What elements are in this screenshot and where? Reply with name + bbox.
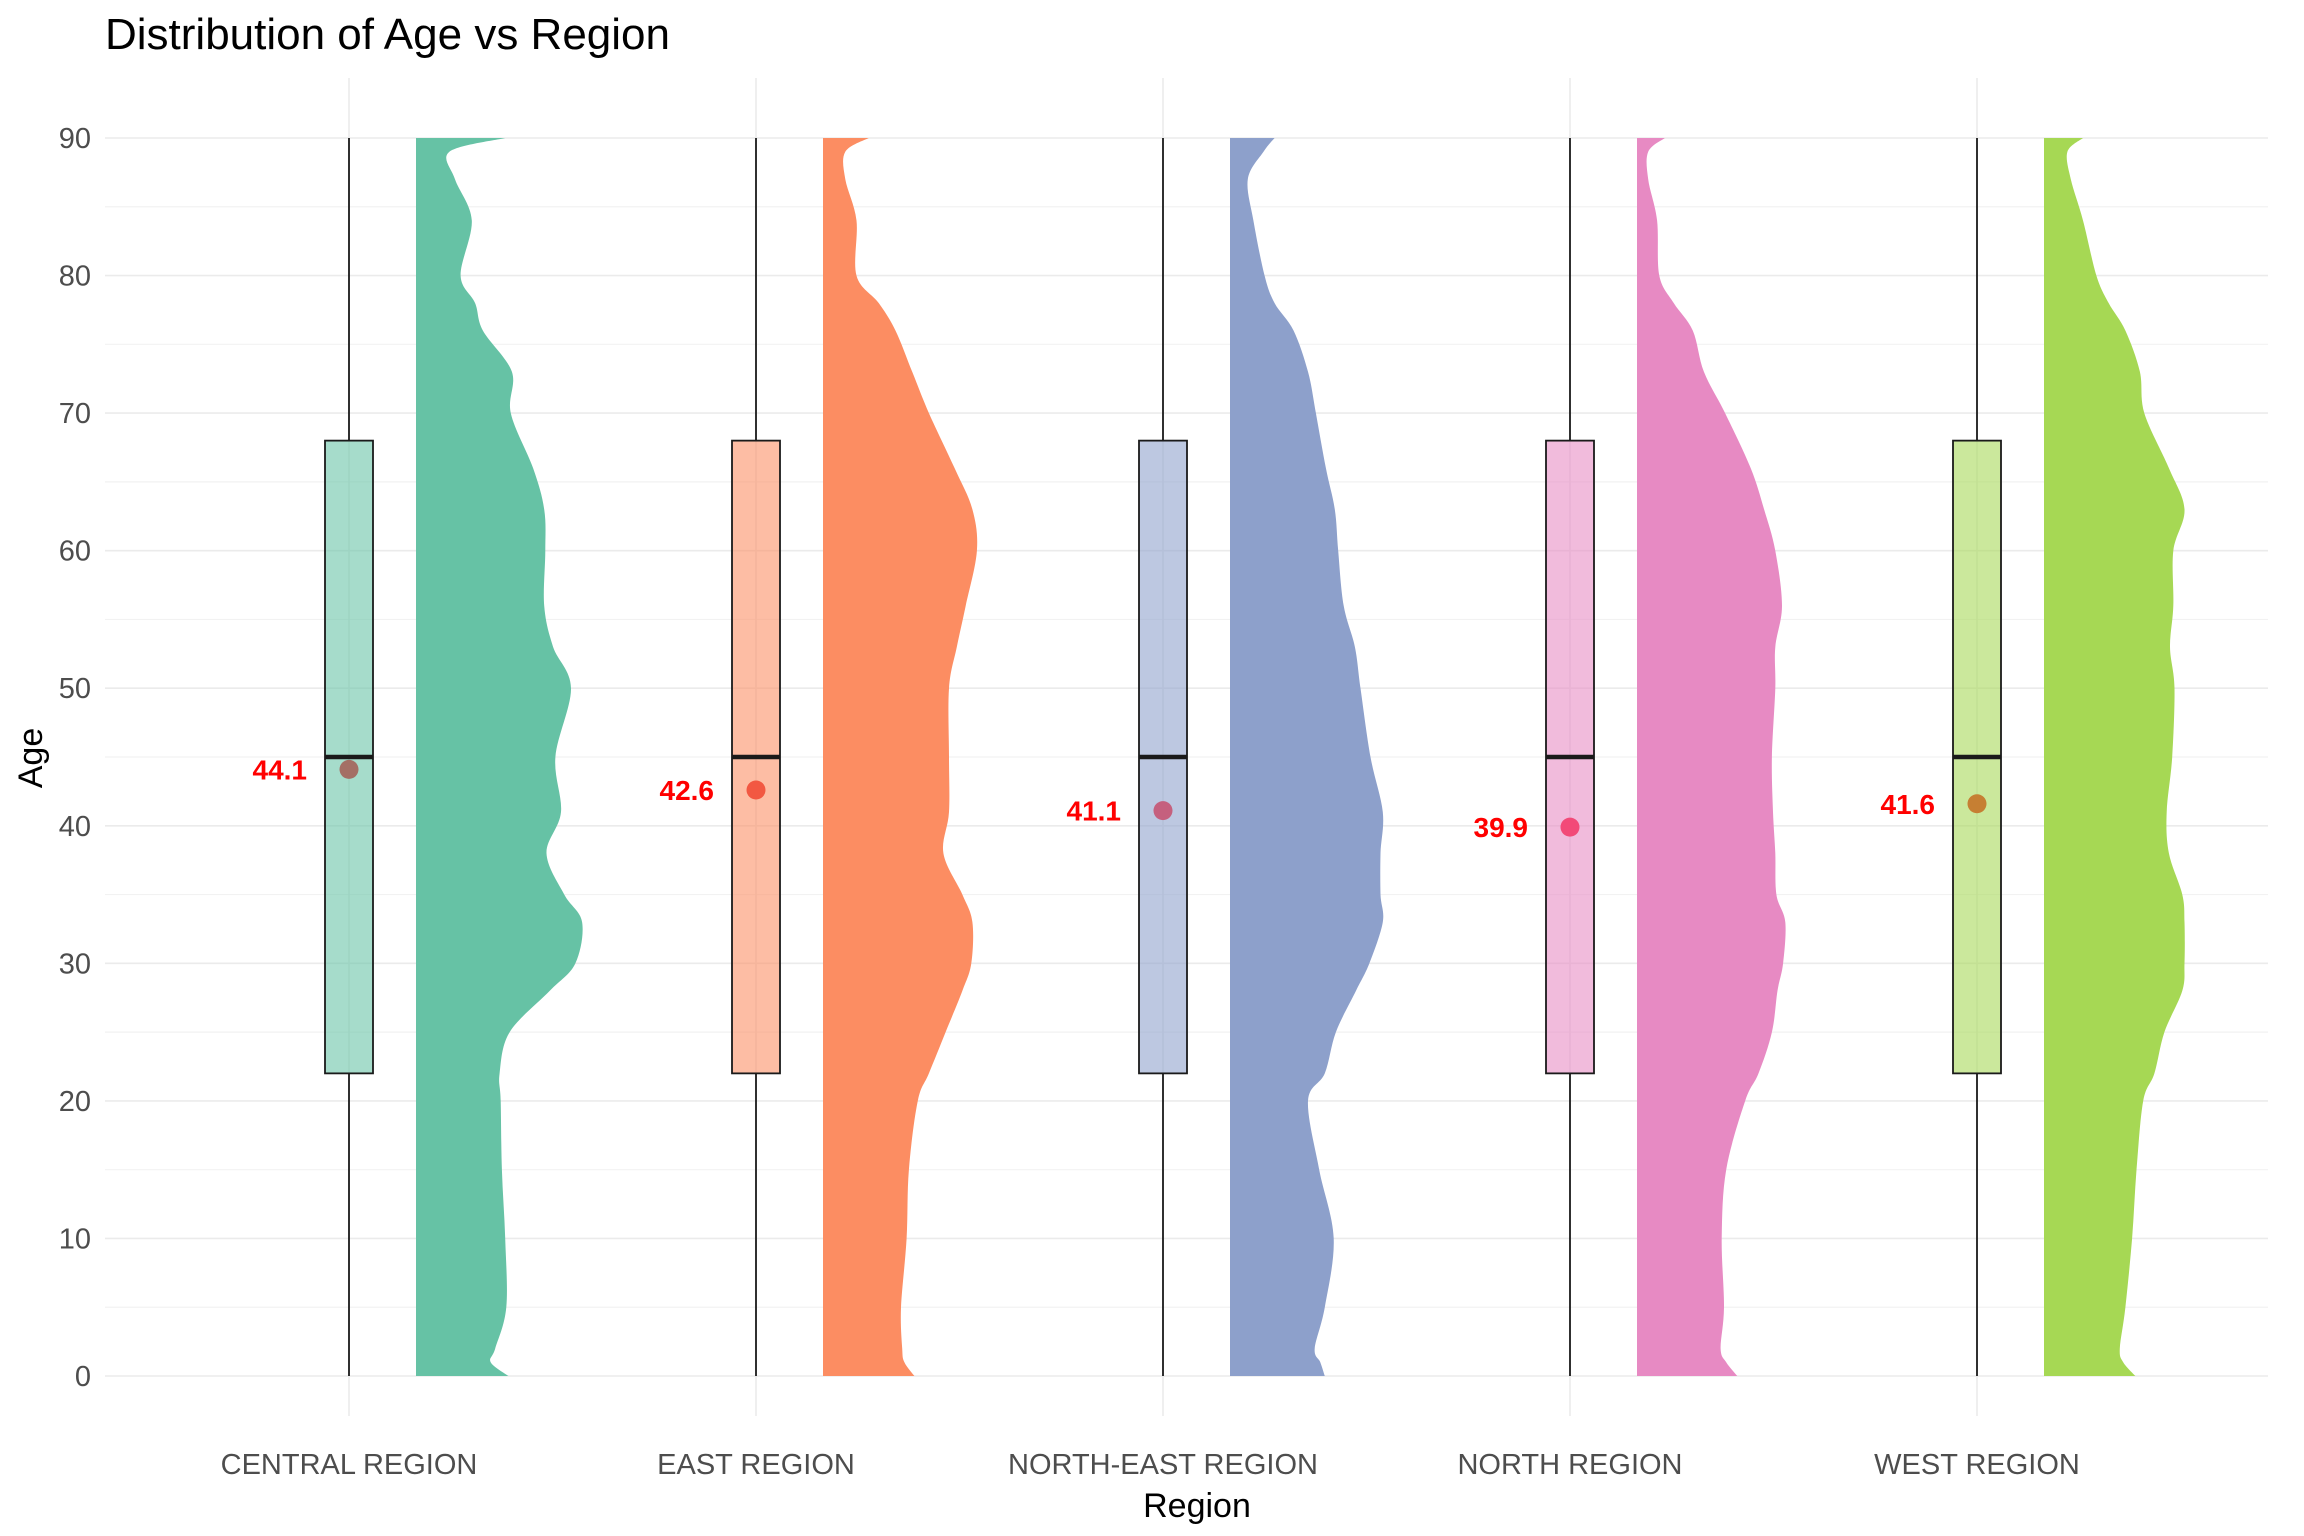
y-axis-ticks: 0 10 20 30 40 50 60 70 80 90: [59, 123, 91, 1393]
mean-point: [1967, 794, 1987, 814]
y-tick-label: 80: [59, 261, 91, 293]
boxplot: [1138, 138, 1188, 1376]
mean-label: 42.6: [660, 775, 715, 806]
density-clouds: [416, 138, 2185, 1376]
mean-point: [746, 780, 766, 800]
mean-point: [1153, 801, 1173, 821]
y-tick-label: 40: [59, 811, 91, 843]
mean-label: 41.6: [1881, 789, 1936, 820]
y-tick-label: 20: [59, 1086, 91, 1118]
boxplot: [324, 138, 374, 1376]
y-tick-label: 60: [59, 536, 91, 568]
y-tick-label: 30: [59, 948, 91, 980]
y-tick-label: 70: [59, 398, 91, 430]
y-tick-label: 0: [75, 1361, 91, 1393]
y-axis-title: Age: [12, 728, 50, 789]
mean-point: [1560, 817, 1580, 837]
x-axis-title: Region: [1143, 1487, 1251, 1525]
density-cloud: [1230, 138, 1384, 1376]
boxplot: [1545, 138, 1595, 1376]
density-cloud: [416, 138, 583, 1376]
density-cloud: [1637, 138, 1786, 1376]
x-tick-label: EAST REGION: [657, 1449, 855, 1481]
x-tick-label: NORTH REGION: [1457, 1449, 1682, 1481]
mean-label: 39.9: [1474, 812, 1529, 843]
boxplot: [731, 138, 781, 1376]
x-axis-ticks: CENTRAL REGION EAST REGION NORTH-EAST REGI…: [221, 1449, 2080, 1481]
y-tick-label: 90: [59, 123, 91, 155]
mean-label: 44.1: [253, 754, 308, 785]
x-tick-label: CENTRAL REGION: [221, 1449, 478, 1481]
density-cloud: [823, 138, 978, 1376]
y-tick-label: 10: [59, 1223, 91, 1255]
y-tick-label: 50: [59, 673, 91, 705]
mean-markers: 44.1 42.6 41.1 39.9 41.6: [253, 754, 1987, 843]
mean-point: [339, 759, 359, 779]
mean-label: 41.1: [1067, 796, 1122, 827]
x-tick-label: NORTH-EAST REGION: [1008, 1449, 1318, 1481]
density-cloud: [2044, 138, 2185, 1376]
x-tick-label: WEST REGION: [1874, 1449, 2080, 1481]
boxplots: [324, 138, 2002, 1376]
boxplot: [1952, 138, 2002, 1376]
chart-title: Distribution of Age vs Region: [105, 10, 670, 59]
